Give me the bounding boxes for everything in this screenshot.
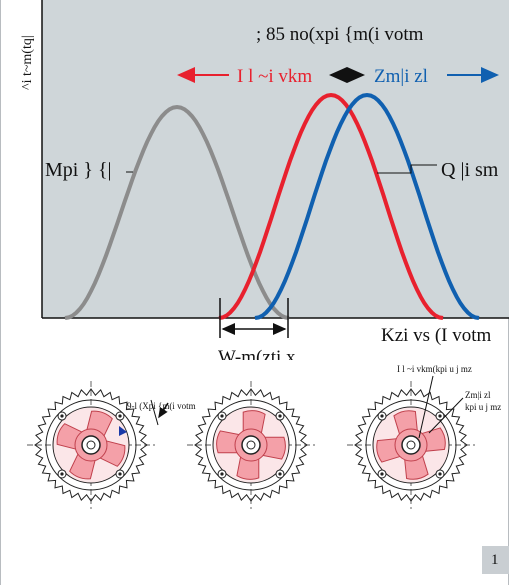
y-axis-label: ^i t~m(tq|: [20, 35, 35, 90]
page-number: 1: [482, 546, 509, 574]
bottom-label: W-m(zti x: [218, 347, 296, 360]
gear3-leader-right: [428, 397, 464, 434]
gray-lift-curve: [64, 104, 290, 320]
gear3-label-left: I l ~i vkm(kpi u j mz: [397, 364, 472, 374]
rotor-vanes: [216, 410, 286, 480]
bolt-center: [220, 414, 224, 418]
blue-lift-curve: [254, 92, 480, 320]
gear3-label-right: Zm|i zl: [465, 390, 491, 400]
gear1-arrow: [158, 402, 169, 419]
curve-right-label: Q |i sm: [441, 159, 499, 181]
hub-center: [406, 440, 416, 450]
bolt-center: [380, 472, 384, 476]
top-label: ; 85 no(xpi {m(i votm: [256, 24, 424, 45]
gear1-leader: [150, 399, 159, 426]
bolt-center: [438, 472, 442, 476]
hub-center: [86, 440, 96, 450]
plot-background: [42, 0, 509, 318]
blue-arrow-icon: [119, 426, 127, 436]
gear3-leader-left: [418, 375, 434, 439]
bolt-center: [380, 414, 384, 418]
sprocket-1: [27, 381, 155, 509]
red-lift-curve: [218, 92, 444, 320]
bolt-center: [60, 472, 64, 476]
rotor-vanes: [376, 410, 446, 480]
sprocket-3: [347, 381, 475, 509]
left-arrow-label: I l ~i vkm: [237, 66, 312, 87]
rotor-vanes: [56, 410, 126, 480]
bolt-center: [438, 414, 442, 418]
right-arrow-label: Zm|i zl: [374, 66, 428, 87]
bolt-center: [60, 414, 64, 418]
sprocket-2: [187, 381, 315, 509]
sprocket-illustrations: 9-l (Xpi {m(i votm I l ~i vkm(kpi u j mz…: [27, 364, 501, 509]
bolt-center: [278, 472, 282, 476]
gear1-label: 9-l (Xpi {m(i votm: [127, 401, 196, 411]
bolt-center: [118, 414, 122, 418]
bolt-center: [220, 472, 224, 476]
bolt-center: [278, 414, 282, 418]
curve-left-label: Mpi } {|: [45, 159, 112, 181]
gear3-label-right2: kpi u j mz: [465, 402, 501, 412]
x-axis-label: Kzi vs (I votm: [381, 325, 492, 346]
bolt-center: [118, 472, 122, 476]
curve-right-leader: [377, 164, 437, 174]
hub-center: [246, 440, 256, 450]
valve-timing-diagram: ^i t~m(tq| ; 85 no(xpi {m(i votm I l ~i …: [20, 0, 509, 360]
